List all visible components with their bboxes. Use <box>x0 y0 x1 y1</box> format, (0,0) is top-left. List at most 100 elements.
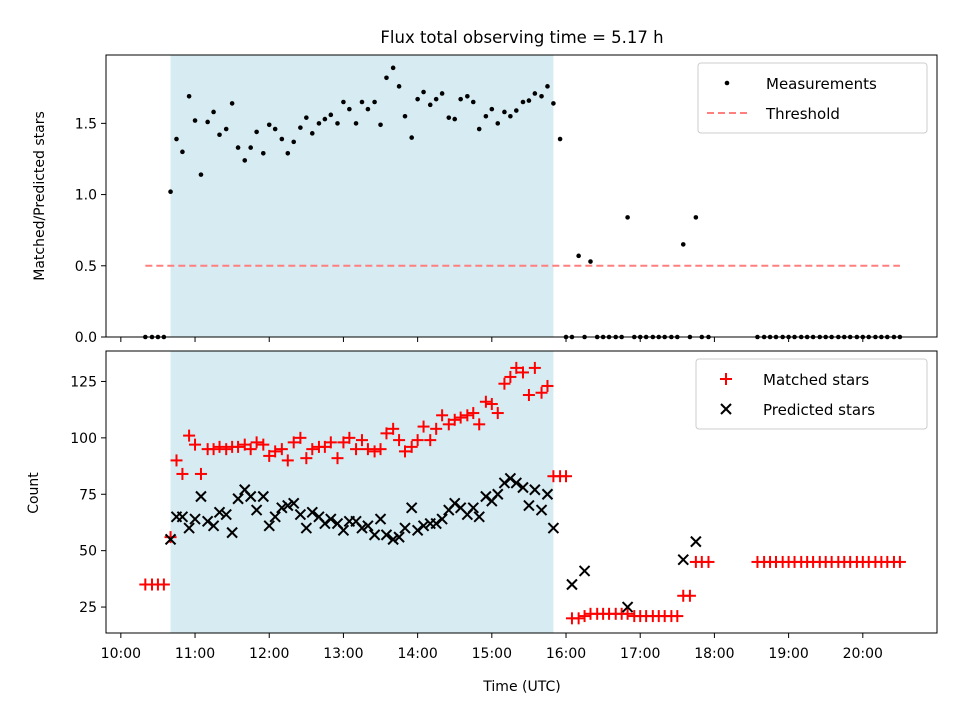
top-x-ticks <box>120 337 864 342</box>
matched-star-point <box>541 379 554 392</box>
measurement-point <box>625 215 630 220</box>
matched-star-point <box>436 409 449 422</box>
measurement-point <box>322 116 328 122</box>
measurement-point <box>502 109 507 115</box>
measurement-point <box>205 119 210 125</box>
matched-star-point <box>411 434 424 447</box>
measurement-point <box>359 99 365 105</box>
matched-star-point <box>368 445 381 458</box>
matched-star-point <box>405 440 418 453</box>
measurement-point <box>309 131 315 136</box>
predicted-star-point <box>356 522 368 534</box>
predicted-star-point <box>201 515 214 528</box>
predicted-star-point <box>417 520 430 532</box>
y-tick-label: 25 <box>79 600 97 616</box>
x-tick-label: 12:00 <box>249 646 289 662</box>
predicted-star-point <box>276 502 288 514</box>
measurement-point <box>254 129 259 135</box>
legend-measurements-marker <box>724 80 730 86</box>
matched-star-point <box>361 443 374 456</box>
measurement-point <box>266 122 272 128</box>
measurement-point <box>458 96 463 102</box>
measurement-point <box>365 106 371 112</box>
measurement-point <box>520 99 526 105</box>
predicted-star-point <box>517 481 529 494</box>
bottom-legend-box <box>695 358 928 430</box>
predicted-star-point <box>566 578 578 591</box>
measurement-point <box>341 99 346 105</box>
y-tick-label: 50 <box>79 544 97 560</box>
legend-threshold-label: Threshold <box>765 105 840 123</box>
predicted-star-point <box>449 497 461 509</box>
predicted-star-point <box>269 511 281 523</box>
measurement-point <box>532 91 538 96</box>
measurement-point <box>168 189 173 195</box>
measurement-point <box>439 91 445 96</box>
matched-star-point <box>331 452 344 465</box>
measurement-point <box>576 253 581 259</box>
measurement-point <box>328 112 334 118</box>
predicted-star-point <box>411 524 424 537</box>
bottom-points <box>139 361 906 625</box>
measurement-point <box>186 94 192 99</box>
predicted-star-point <box>189 513 201 525</box>
predicted-star-point <box>535 504 548 516</box>
matched-star-point <box>257 438 270 451</box>
predicted-star-point <box>319 517 331 530</box>
matched-star-point <box>244 443 257 456</box>
predicted-star-point <box>677 553 689 566</box>
matched-star-point <box>461 409 474 422</box>
measurement-point <box>291 139 297 145</box>
predicted-star-point <box>399 522 411 534</box>
measurement-point <box>285 150 291 156</box>
matched-star-point <box>448 413 461 426</box>
matched-star-point <box>535 386 548 399</box>
matched-star-point <box>355 434 368 447</box>
matched-star-point <box>350 443 363 456</box>
predicted-star-point <box>300 522 313 534</box>
matched-star-point <box>510 361 523 374</box>
matched-star-point <box>560 470 573 483</box>
measurement-point <box>489 106 495 112</box>
top-legend-box <box>697 62 928 134</box>
matched-star-point <box>399 445 412 458</box>
measurement-point <box>470 99 476 105</box>
measurement-point <box>180 149 185 155</box>
predicted-star-point <box>288 497 300 509</box>
matched-star-point <box>207 443 220 456</box>
matched-star-point <box>164 531 177 544</box>
predicted-star-point <box>164 533 177 546</box>
predicted-star-point <box>337 524 350 537</box>
matched-star-point <box>324 436 337 449</box>
measurement-point <box>235 145 241 150</box>
bottom-legend: Matched stars Predicted stars <box>695 358 928 430</box>
measurement-point <box>384 75 389 81</box>
predicted-star-point <box>498 477 511 489</box>
predicted-star-point <box>690 535 702 548</box>
predicted-star-point <box>183 522 195 534</box>
measurement-point <box>198 172 204 177</box>
matched-star-point <box>393 434 406 447</box>
measurement-point <box>508 113 513 119</box>
measurement-point <box>483 113 489 119</box>
measurement-point <box>211 109 216 115</box>
predicted-star-point <box>325 513 337 525</box>
matched-star-point <box>430 422 443 435</box>
matched-star-point <box>281 454 294 467</box>
matched-star-point <box>473 418 486 431</box>
top-panel: 0.0 0.5 1.0 1.5 Matched/Predicted stars Mea… <box>32 54 938 346</box>
legend-predicted-label: Predicted stars <box>763 401 875 419</box>
predicted-star-point <box>523 499 535 512</box>
matched-star-point <box>380 427 393 440</box>
measurement-point <box>446 115 452 120</box>
matched-star-point <box>213 440 226 453</box>
matched-star-point <box>220 443 233 456</box>
x-tick-label: 14:00 <box>397 646 437 662</box>
legend-measurements-label: Measurements <box>766 75 877 93</box>
matched-star-point <box>194 467 207 480</box>
measurement-point <box>680 242 686 247</box>
measurement-point <box>353 121 359 126</box>
measurement-point <box>223 126 229 132</box>
predicted-star-point <box>374 513 387 525</box>
